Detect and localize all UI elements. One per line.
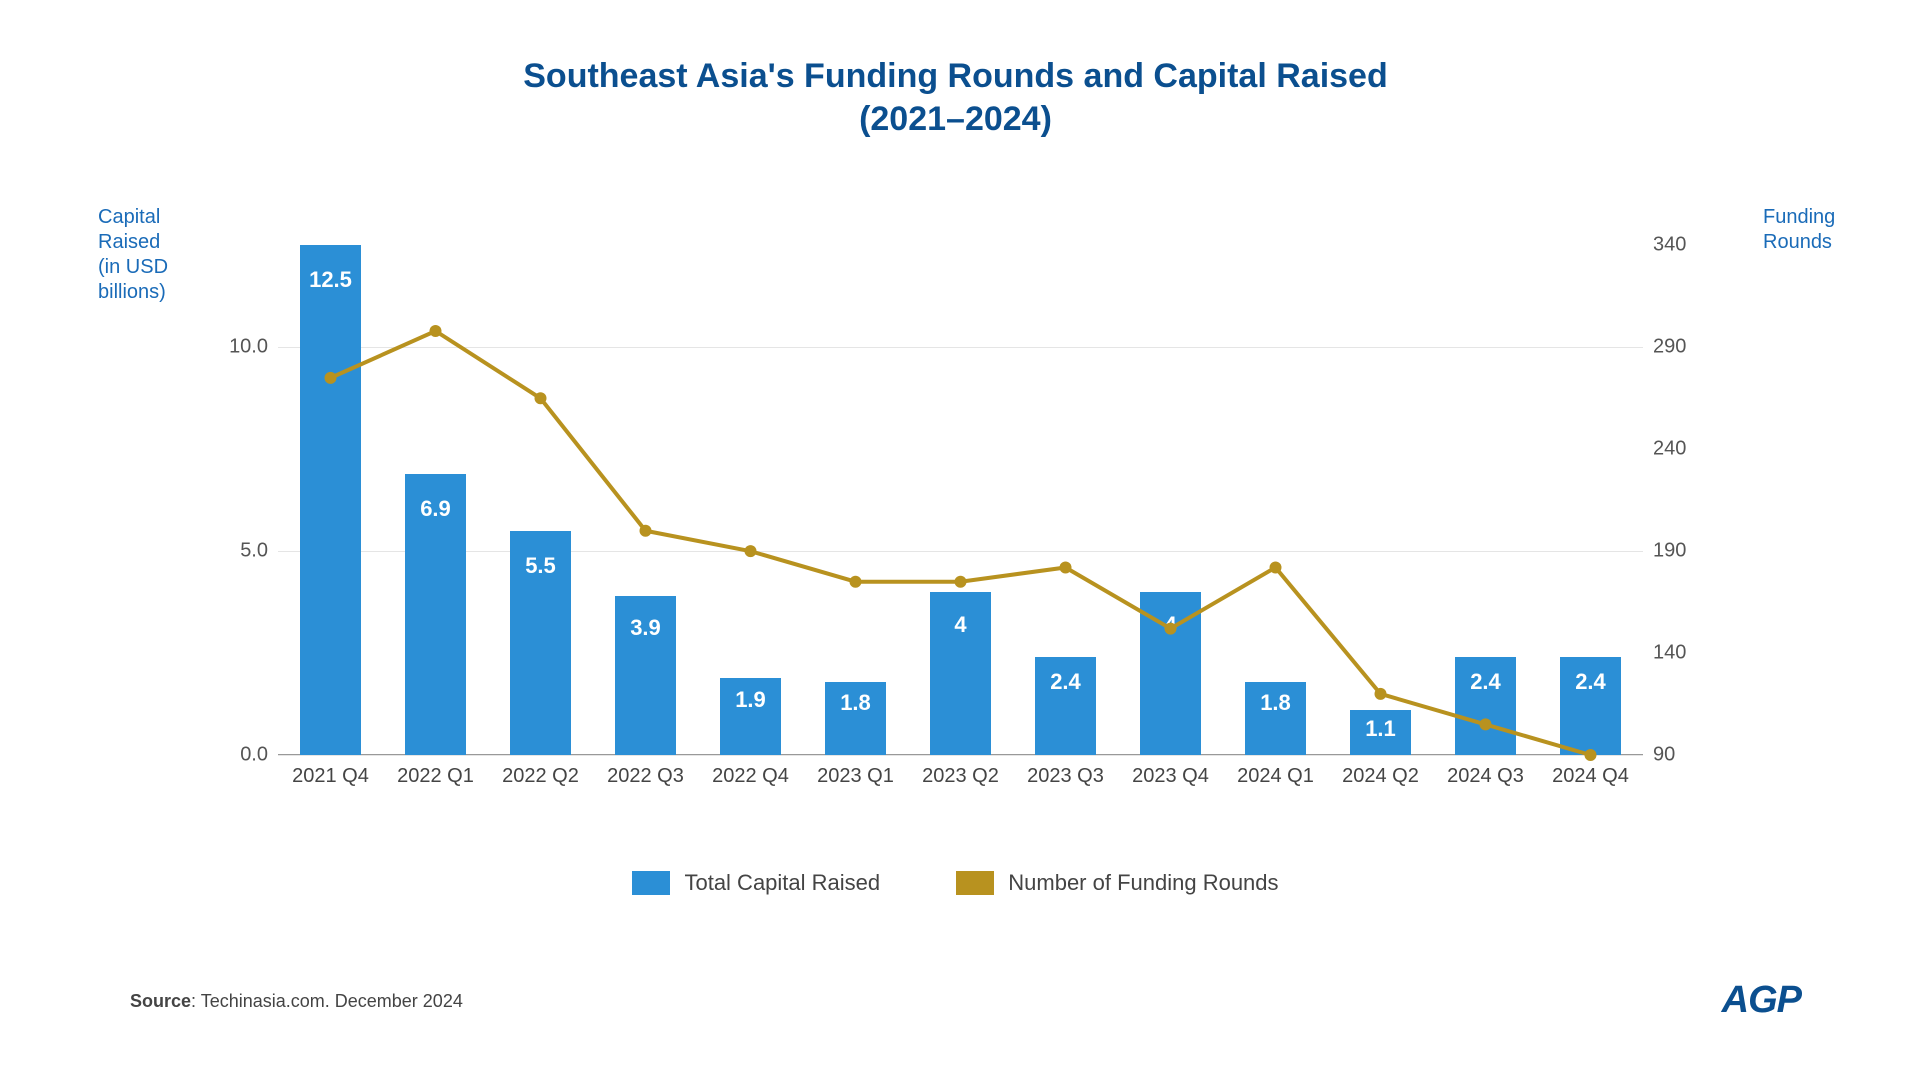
logo: AGP <box>1722 979 1801 1022</box>
x-tick-label: 2022 Q1 <box>397 765 474 788</box>
source-text: : Techinasia.com. December 2024 <box>191 991 463 1011</box>
x-tick-label: 2023 Q3 <box>1027 765 1104 788</box>
y1-tick-label: 0.0 <box>223 744 268 767</box>
plot-region: 0.05.010.09014019024029034012.56.95.53.9… <box>278 225 1643 755</box>
chart-title: Southeast Asia's Funding Rounds and Capi… <box>0 0 1911 140</box>
x-tick-label: 2023 Q2 <box>922 765 999 788</box>
y2-tick-label: 190 <box>1653 540 1698 563</box>
y2-tick-label: 290 <box>1653 336 1698 359</box>
legend-label-bars: Total Capital Raised <box>684 870 880 896</box>
x-tick-label: 2024 Q3 <box>1447 765 1524 788</box>
y2-tick-label: 140 <box>1653 642 1698 665</box>
x-tick-label: 2024 Q4 <box>1552 765 1629 788</box>
y2-tick-label: 340 <box>1653 234 1698 257</box>
x-tick-label: 2021 Q4 <box>292 765 369 788</box>
y1-tick-label: 5.0 <box>223 540 268 563</box>
chart-area: CapitalRaised(in USDbillions) FundingRou… <box>228 225 1693 800</box>
x-tick-label: 2022 Q2 <box>502 765 579 788</box>
legend-item-line: Number of Funding Rounds <box>956 870 1278 896</box>
legend-item-bars: Total Capital Raised <box>632 870 880 896</box>
x-tick-label: 2023 Q1 <box>817 765 894 788</box>
y1-tick-label: 10.0 <box>223 336 268 359</box>
y-axis-left-title: CapitalRaised(in USDbillions) <box>98 205 218 305</box>
source-label: Source <box>130 991 191 1011</box>
x-tick-label: 2023 Q4 <box>1132 765 1209 788</box>
x-tick-label: 2022 Q4 <box>712 765 789 788</box>
legend-swatch-line <box>956 871 994 895</box>
source-citation: Source: Techinasia.com. December 2024 <box>130 991 463 1012</box>
x-tick-label: 2024 Q1 <box>1237 765 1314 788</box>
line-series <box>278 225 1643 755</box>
x-tick-label: 2024 Q2 <box>1342 765 1419 788</box>
gridline <box>278 755 1643 756</box>
y2-tick-label: 90 <box>1653 744 1698 767</box>
x-tick-label: 2022 Q3 <box>607 765 684 788</box>
y-axis-right-title: FundingRounds <box>1763 205 1873 255</box>
y2-tick-label: 240 <box>1653 438 1698 461</box>
title-line-1: Southeast Asia's Funding Rounds and Capi… <box>0 55 1911 98</box>
title-line-2: (2021–2024) <box>0 98 1911 141</box>
legend: Total Capital Raised Number of Funding R… <box>0 870 1911 901</box>
legend-swatch-bar <box>632 871 670 895</box>
legend-label-line: Number of Funding Rounds <box>1008 870 1278 896</box>
